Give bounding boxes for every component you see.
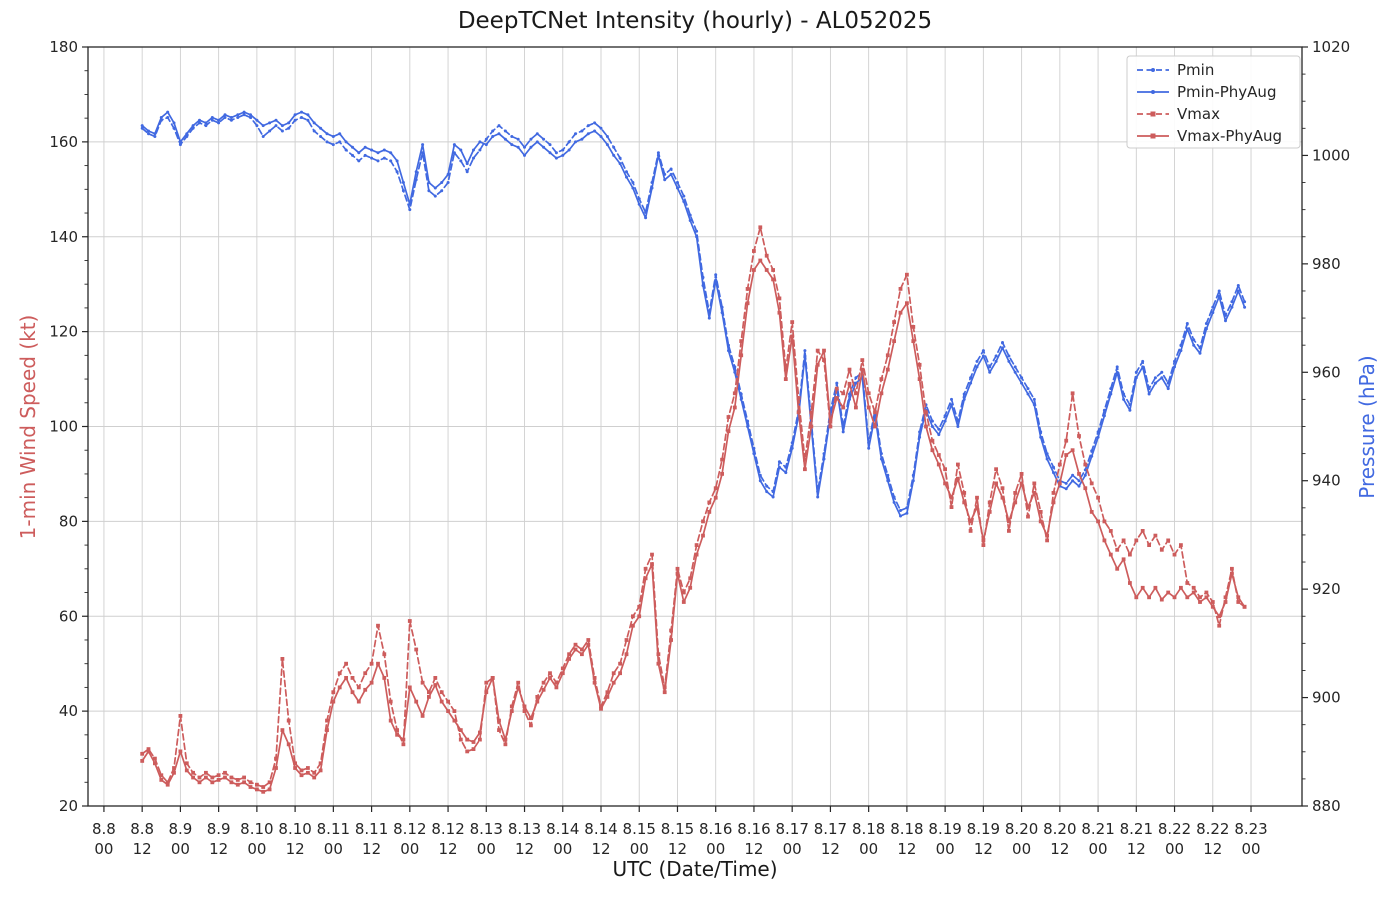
svg-text:8.16: 8.16	[699, 820, 732, 838]
svg-text:00: 00	[94, 840, 113, 858]
svg-text:8.12: 8.12	[393, 820, 426, 838]
x-axis-label: UTC (Date/Time)	[612, 857, 778, 881]
svg-text:8.18: 8.18	[852, 820, 885, 838]
svg-text:880: 880	[1312, 797, 1341, 815]
series-vmax-phyaug	[140, 258, 1247, 794]
svg-text:8.13: 8.13	[508, 820, 541, 838]
svg-text:Vmax: Vmax	[1177, 105, 1220, 123]
series-vmax	[140, 225, 1247, 789]
x-axis: 8.8 00 8.8 12 8.9 00 8.9 12 8.10 00 8.10 12 8.11 00 8.…	[92, 806, 1268, 858]
svg-text:00: 00	[171, 840, 190, 858]
svg-text:900: 900	[1312, 689, 1341, 707]
svg-text:12: 12	[821, 840, 840, 858]
svg-text:8.12: 8.12	[431, 820, 464, 838]
legend-entry-vmax-phyaug: Vmax-PhyAug	[1137, 127, 1282, 145]
svg-text:Pmin: Pmin	[1177, 61, 1214, 79]
svg-text:8.15: 8.15	[623, 820, 656, 838]
svg-text:8.11: 8.11	[355, 820, 388, 838]
legend-entry-vmax: Vmax	[1137, 105, 1220, 123]
svg-text:12: 12	[1203, 840, 1222, 858]
series-pmin-phyaug	[140, 110, 1247, 518]
svg-text:960: 960	[1312, 363, 1341, 381]
svg-text:8.16: 8.16	[737, 820, 770, 838]
svg-text:8.21: 8.21	[1120, 820, 1153, 838]
svg-text:180: 180	[49, 38, 78, 56]
svg-text:12: 12	[439, 840, 458, 858]
svg-text:940: 940	[1312, 472, 1341, 490]
svg-text:12: 12	[897, 840, 916, 858]
svg-text:12: 12	[133, 840, 152, 858]
svg-text:8.14: 8.14	[584, 820, 617, 838]
svg-text:00: 00	[477, 840, 496, 858]
svg-text:8.22: 8.22	[1196, 820, 1229, 838]
svg-text:8.17: 8.17	[775, 820, 808, 838]
svg-text:8.15: 8.15	[661, 820, 694, 838]
svg-text:00: 00	[324, 840, 343, 858]
svg-text:60: 60	[59, 607, 78, 625]
y-axis-right: 880 900 920 940 960 980 1000 1020	[1302, 38, 1350, 815]
svg-text:100: 100	[49, 418, 78, 436]
svg-text:00: 00	[783, 840, 802, 858]
svg-text:12: 12	[974, 840, 993, 858]
svg-text:12: 12	[209, 840, 228, 858]
svg-text:1020: 1020	[1312, 38, 1350, 56]
svg-text:8.10: 8.10	[278, 820, 311, 838]
svg-text:8.10: 8.10	[240, 820, 273, 838]
series-pmin	[140, 113, 1247, 512]
svg-text:8.20: 8.20	[1043, 820, 1076, 838]
svg-text:00: 00	[936, 840, 955, 858]
svg-text:00: 00	[859, 840, 878, 858]
svg-text:40: 40	[59, 702, 78, 720]
svg-text:980: 980	[1312, 255, 1341, 273]
svg-text:Vmax-PhyAug: Vmax-PhyAug	[1177, 127, 1282, 145]
svg-text:12: 12	[515, 840, 534, 858]
svg-text:12: 12	[1050, 840, 1069, 858]
svg-text:00: 00	[706, 840, 725, 858]
legend-entry-pmin: Pmin	[1137, 61, 1214, 79]
svg-text:12: 12	[744, 840, 763, 858]
svg-text:8.8: 8.8	[130, 820, 154, 838]
svg-text:00: 00	[553, 840, 572, 858]
svg-text:160: 160	[49, 133, 78, 151]
svg-text:00: 00	[1089, 840, 1108, 858]
svg-text:1000: 1000	[1312, 146, 1350, 164]
svg-text:8.21: 8.21	[1081, 820, 1114, 838]
svg-text:00: 00	[400, 840, 419, 858]
svg-text:120: 120	[49, 323, 78, 341]
svg-text:8.22: 8.22	[1158, 820, 1191, 838]
svg-text:80: 80	[59, 512, 78, 530]
svg-text:8.23: 8.23	[1234, 820, 1267, 838]
svg-text:20: 20	[59, 797, 78, 815]
svg-text:00: 00	[1012, 840, 1031, 858]
svg-text:920: 920	[1312, 580, 1341, 598]
y-axis-left: 20 40 60 80 100 120 140 160 180	[49, 38, 88, 815]
svg-text:8.14: 8.14	[546, 820, 579, 838]
svg-text:8.18: 8.18	[890, 820, 923, 838]
svg-text:12: 12	[286, 840, 305, 858]
chart-title: DeepTCNet Intensity (hourly) - AL052025	[457, 8, 933, 34]
svg-text:12: 12	[362, 840, 381, 858]
svg-text:8.13: 8.13	[470, 820, 503, 838]
svg-text:12: 12	[668, 840, 687, 858]
legend-entry-pmin-phyaug: Pmin-PhyAug	[1137, 83, 1276, 101]
legend: Pmin Pmin-PhyAug Vmax Vmax-PhyAug	[1126, 55, 1301, 149]
svg-text:8.17: 8.17	[814, 820, 847, 838]
svg-text:8.19: 8.19	[967, 820, 1000, 838]
svg-text:140: 140	[49, 228, 78, 246]
svg-text:8.9: 8.9	[207, 820, 231, 838]
svg-text:8.11: 8.11	[317, 820, 350, 838]
svg-text:12: 12	[591, 840, 610, 858]
svg-text:8.9: 8.9	[168, 820, 192, 838]
svg-text:12: 12	[1127, 840, 1146, 858]
svg-text:8.8: 8.8	[92, 820, 116, 838]
grid	[88, 46, 1302, 807]
svg-text:00: 00	[247, 840, 266, 858]
svg-text:00: 00	[1165, 840, 1184, 858]
svg-text:8.20: 8.20	[1005, 820, 1038, 838]
svg-text:Pmin-PhyAug: Pmin-PhyAug	[1177, 83, 1276, 101]
svg-text:8.19: 8.19	[928, 820, 961, 838]
svg-text:00: 00	[630, 840, 649, 858]
svg-text:00: 00	[1241, 840, 1260, 858]
